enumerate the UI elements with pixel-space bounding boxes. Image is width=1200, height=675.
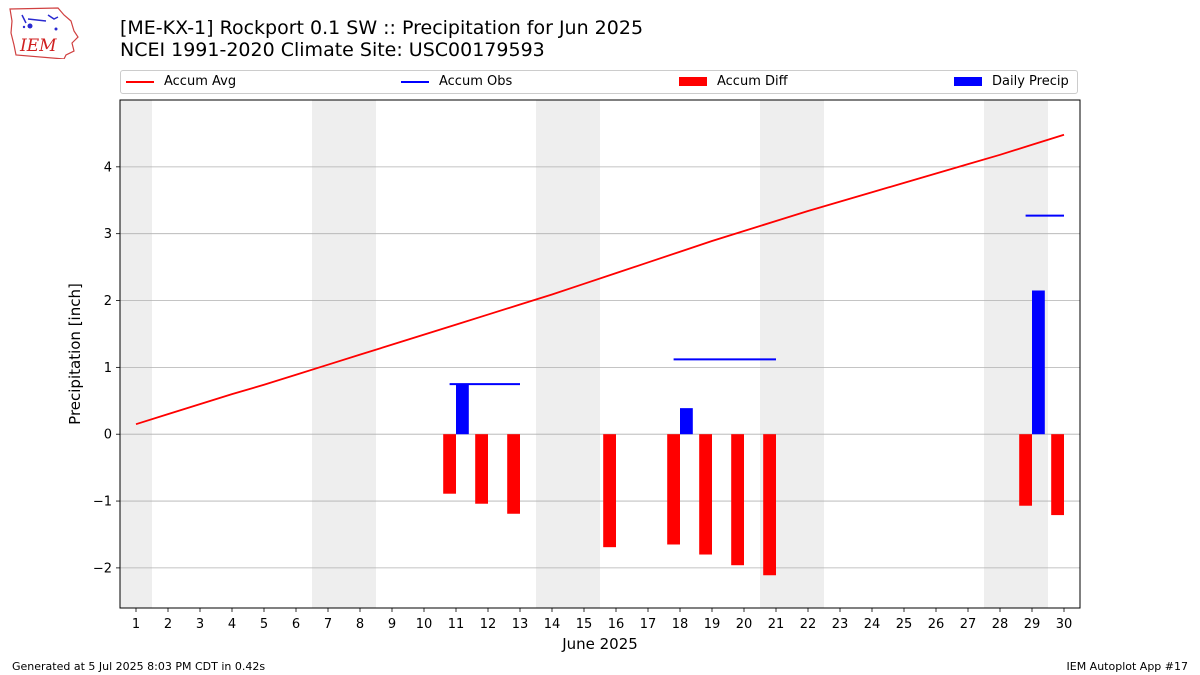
legend-accum-avg: Accum Avg xyxy=(126,74,236,89)
weekend-shade-day-15 xyxy=(568,100,600,608)
legend-accum-obs: Accum Obs xyxy=(401,74,512,89)
legend-accum-obs-swatch xyxy=(401,80,429,83)
x-tick-label-day-22: 22 xyxy=(800,617,817,632)
legend-accum-diff-label: Accum Diff xyxy=(717,74,788,89)
x-tick-label-day-18: 18 xyxy=(672,617,689,632)
x-tick-label-day-8: 8 xyxy=(356,617,364,632)
x-tick-label-day-15: 15 xyxy=(576,617,593,632)
legend-accum-diff-swatch xyxy=(679,77,707,86)
y-axis-label: Precipitation [inch] xyxy=(66,283,84,425)
x-tick-label-day-9: 9 xyxy=(388,617,396,632)
x-tick-label-day-28: 28 xyxy=(992,617,1009,632)
x-axis-label: June 2025 xyxy=(561,635,638,653)
title-line-1: [ME-KX-1] Rockport 0.1 SW :: Precipitati… xyxy=(120,17,644,39)
x-tick-label-day-13: 13 xyxy=(512,617,529,632)
x-tick-label-day-1: 1 xyxy=(132,617,140,632)
accum-diff-bar-day-19 xyxy=(699,434,712,555)
weekend-shade-day-7 xyxy=(312,100,344,608)
x-tick-label-day-10: 10 xyxy=(416,617,433,632)
x-tick-label-day-27: 27 xyxy=(960,617,977,632)
legend-accum-obs-label: Accum Obs xyxy=(439,74,513,89)
x-tick-label-day-2: 2 xyxy=(164,617,172,632)
x-tick-label-day-20: 20 xyxy=(736,617,753,632)
x-tick-label-day-5: 5 xyxy=(260,617,268,632)
daily-precip-bar-day-29 xyxy=(1032,290,1045,435)
accum-diff-bar-day-11 xyxy=(443,434,456,494)
y-tick-label: 1 xyxy=(104,361,112,376)
legend-accum-diff: Accum Diff xyxy=(679,74,788,89)
x-tick-label-day-11: 11 xyxy=(448,617,465,632)
accum-diff-bar-day-20 xyxy=(731,434,744,566)
plot-frame xyxy=(119,99,1081,609)
legend-daily-precip-label: Daily Precip xyxy=(992,74,1069,89)
legend: Accum Avg Accum Obs Accum Diff Daily Pre… xyxy=(120,70,1078,94)
accum-diff-bar-day-21 xyxy=(763,434,776,576)
accum-diff-bar-day-29 xyxy=(1019,434,1032,506)
x-tick-label-day-26: 26 xyxy=(928,617,945,632)
x-tick-label-day-6: 6 xyxy=(292,617,300,632)
x-tick-label-day-29: 29 xyxy=(1024,617,1041,632)
accum-diff-bar-day-16 xyxy=(603,434,616,548)
y-tick-label: −2 xyxy=(93,561,112,576)
weekend-shade-day-1 xyxy=(120,100,152,608)
accum-diff-bar-day-13 xyxy=(507,434,520,514)
x-tick-label-day-4: 4 xyxy=(228,617,236,632)
x-tick-label-day-14: 14 xyxy=(544,617,561,632)
y-tick-label: 3 xyxy=(104,227,112,242)
legend-daily-precip-swatch xyxy=(954,77,982,86)
x-tick-label-day-23: 23 xyxy=(832,617,849,632)
y-tick-label: 2 xyxy=(104,294,112,309)
weekend-shade-day-28 xyxy=(984,100,1016,608)
footer-app-id: IEM Autoplot App #17 xyxy=(1066,660,1189,673)
weekend-shade-day-22 xyxy=(792,100,824,608)
chart-title: [ME-KX-1] Rockport 0.1 SW :: Precipitati… xyxy=(120,17,643,61)
accum-diff-bar-day-30 xyxy=(1051,434,1064,516)
accum-avg-line xyxy=(135,133,1065,426)
x-tick-label-day-3: 3 xyxy=(196,617,204,632)
daily-precip-bar-day-11 xyxy=(456,384,469,435)
y-tick-label: 4 xyxy=(104,160,112,175)
accum-diff-bar-day-18 xyxy=(667,434,680,545)
weekend-shade-day-14 xyxy=(536,100,568,608)
x-tick-label-day-12: 12 xyxy=(480,617,497,632)
daily-precip-bar-day-18 xyxy=(680,408,693,435)
x-tick-label-day-17: 17 xyxy=(640,617,657,632)
accum-diff-bar-day-12 xyxy=(475,434,488,504)
x-tick-label-day-24: 24 xyxy=(864,617,881,632)
x-tick-label-day-7: 7 xyxy=(324,617,332,632)
y-tick-label: −1 xyxy=(93,495,112,510)
iem-logo: IEM xyxy=(8,5,80,60)
x-tick-label-day-19: 19 xyxy=(704,617,721,632)
x-tick-label-day-30: 30 xyxy=(1056,617,1073,632)
y-tick-label: 0 xyxy=(104,428,112,443)
legend-daily-precip: Daily Precip xyxy=(954,74,1069,89)
title-line-2: NCEI 1991-2020 Climate Site: USC00179593 xyxy=(120,39,545,61)
x-tick-label-day-25: 25 xyxy=(896,617,913,632)
x-tick-label-day-21: 21 xyxy=(768,617,785,632)
x-tick-label-day-16: 16 xyxy=(608,617,625,632)
footer-generated: Generated at 5 Jul 2025 8:03 PM CDT in 0… xyxy=(12,660,266,673)
logo-text: IEM xyxy=(19,36,57,56)
legend-accum-avg-swatch xyxy=(126,80,154,83)
legend-accum-avg-label: Accum Avg xyxy=(164,74,237,89)
